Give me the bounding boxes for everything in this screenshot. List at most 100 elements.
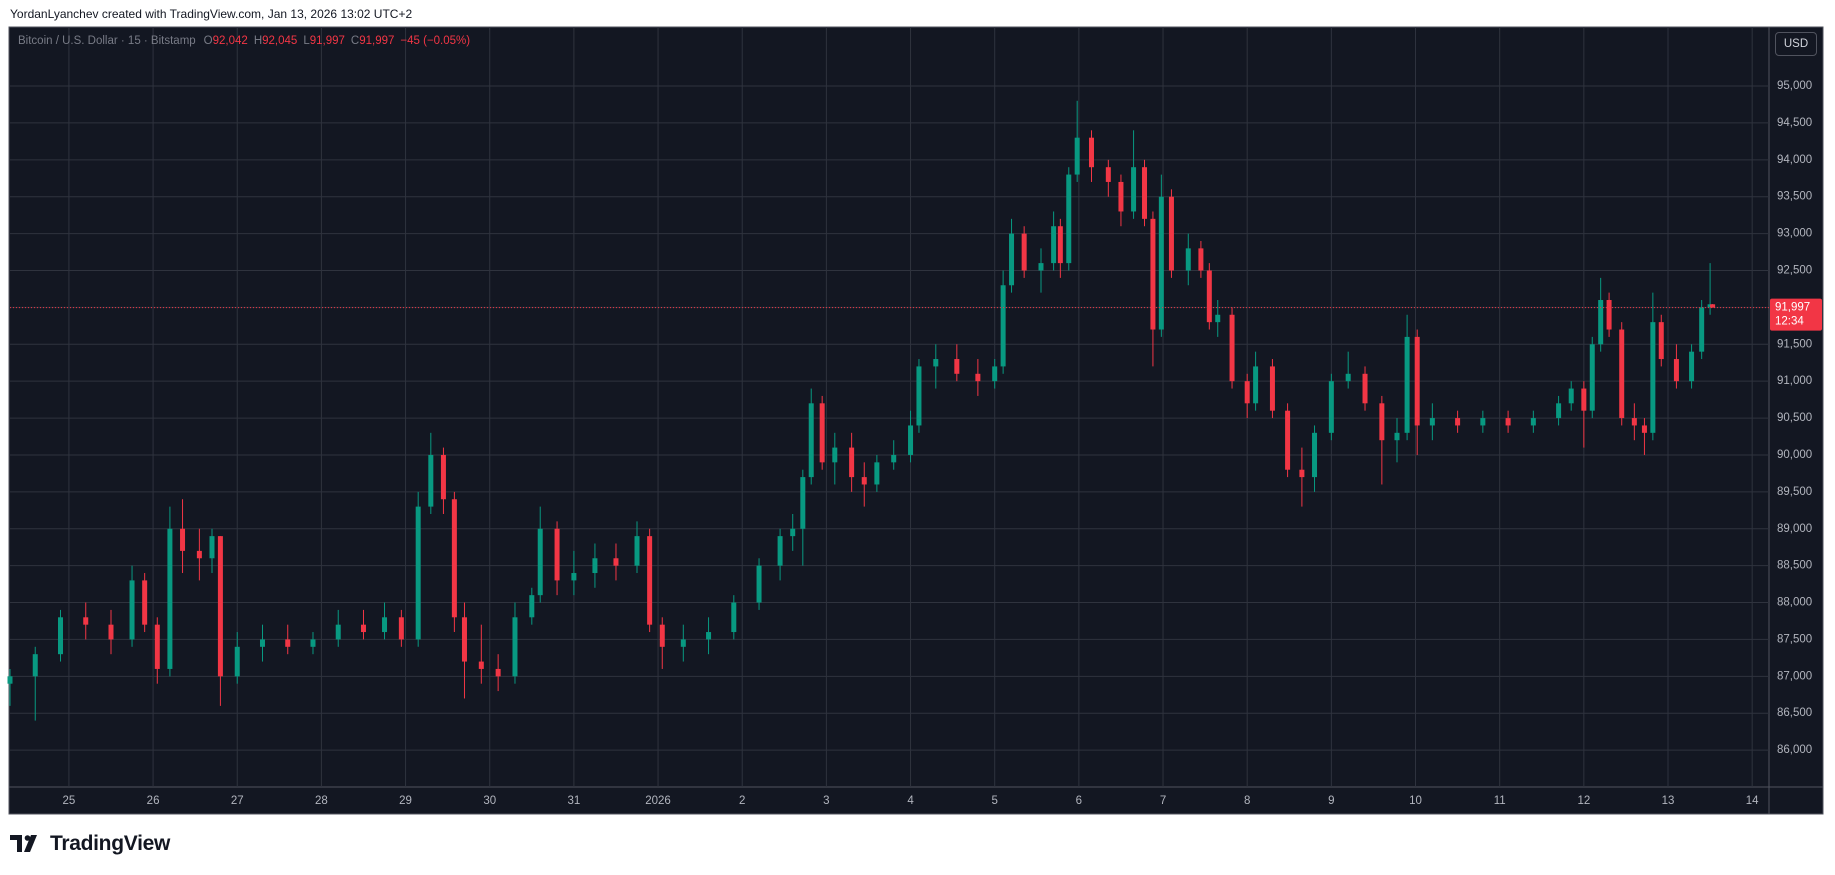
attribution: YordanLyanchev created with TradingView.…: [10, 7, 413, 21]
candle-body: [1455, 418, 1461, 426]
axis-labels: 25 26 27 28 29 30 31 2026 2 3 4 5 6 7 8 9 10 11 12 13 14 86,0…: [63, 80, 1822, 807]
x-tick-label: 27: [231, 795, 244, 807]
candle-body: [891, 454, 897, 463]
candle-body: [1131, 167, 1137, 212]
candle-body: [1051, 226, 1057, 264]
candle-body: [1105, 167, 1111, 182]
x-tick-label: 8: [1244, 795, 1250, 807]
legend-value: 92,042: [212, 35, 248, 47]
candle-body: [209, 536, 215, 559]
candle-body: [832, 447, 838, 463]
candle-body: [1345, 373, 1351, 382]
last-price-label: 91,997: [1775, 302, 1810, 314]
y-tick-label: 89,000: [1777, 523, 1812, 535]
candle-body: [1650, 322, 1656, 433]
y-tick-label: 88,000: [1777, 597, 1812, 609]
chart-panel: [8, 26, 1824, 815]
candle-body: [57, 617, 63, 655]
candle-body: [108, 624, 114, 640]
candle-body: [1021, 233, 1027, 271]
candle-body: [1009, 233, 1015, 286]
x-tick-label: 3: [823, 795, 829, 807]
candle-body: [777, 536, 783, 566]
candle-body: [1568, 388, 1574, 404]
candle-body: [731, 602, 737, 633]
candle-body: [1631, 418, 1637, 426]
candle-body: [1362, 373, 1368, 404]
candle-body: [1589, 344, 1595, 411]
x-tick-label: 26: [147, 795, 160, 807]
candle-body: [259, 639, 265, 647]
x-tick-label: 9: [1328, 795, 1334, 807]
y-tick-label: 86,000: [1777, 744, 1812, 756]
x-tick-label: 29: [399, 795, 412, 807]
candle-body: [1206, 270, 1212, 323]
candle-body: [1000, 285, 1006, 367]
candle-body: [415, 506, 421, 640]
candle-body: [1394, 432, 1400, 441]
candle-body: [1505, 418, 1511, 426]
candle-body: [1581, 388, 1587, 411]
candle-body: [1269, 366, 1275, 411]
candle-body: [1038, 263, 1044, 271]
candle-body: [451, 499, 457, 618]
candle-body: [634, 536, 640, 566]
legend-key: C: [350, 35, 360, 47]
x-tick-label: 28: [315, 795, 328, 807]
candle-body: [335, 624, 341, 640]
logo: [10, 835, 37, 852]
x-tick-label: 13: [1662, 795, 1675, 807]
candle-body: [1689, 351, 1695, 382]
countdown: 12:34: [1775, 316, 1804, 328]
x-tick-label: 5: [992, 795, 998, 807]
candle-body: [647, 536, 653, 625]
candle-body: [180, 528, 186, 551]
candle-body: [808, 403, 814, 478]
candle-body: [1707, 304, 1713, 308]
candle-body: [1414, 336, 1420, 426]
x-tick-label: 7: [1160, 795, 1166, 807]
candle-body: [1673, 359, 1679, 382]
candles: [7, 100, 1769, 721]
candle-body: [196, 550, 202, 559]
candle-body: [975, 373, 981, 382]
x-tick-label: 12: [1577, 795, 1590, 807]
y-tick-label: 87,500: [1777, 633, 1812, 645]
x-tick-label: 31: [567, 795, 580, 807]
candle-body: [7, 676, 13, 684]
currency-button[interactable]: USD: [1775, 32, 1817, 56]
footer: TradingView: [10, 832, 170, 856]
candle-body: [1198, 248, 1204, 271]
candle-body: [933, 359, 939, 367]
candle-body: [537, 528, 543, 596]
legend-change: −45 (−0.05%): [400, 35, 471, 47]
candle-body: [1598, 300, 1604, 345]
candle-body: [800, 477, 806, 529]
candle-body: [495, 668, 501, 677]
candle-body: [310, 639, 316, 647]
candle-body: [1158, 196, 1164, 330]
candle-body: [32, 654, 38, 677]
legend-key: O: [203, 35, 213, 47]
candle-body: [1312, 432, 1318, 478]
candle-body: [908, 425, 914, 455]
brand: TradingView: [50, 832, 171, 855]
y-tick-label: 88,500: [1777, 560, 1812, 572]
candle-body: [1285, 410, 1291, 470]
candle-body: [756, 565, 762, 603]
x-tick-label: 2026: [645, 795, 671, 807]
candle-body: [461, 617, 467, 662]
candle-body: [706, 632, 712, 640]
legend-value: 91,997: [309, 35, 345, 47]
candle-body: [1229, 314, 1235, 382]
candle-body: [154, 624, 160, 669]
candle-body: [398, 617, 404, 640]
candle-body: [571, 573, 577, 581]
last-price-box: [1770, 298, 1822, 331]
candle-body: [478, 661, 484, 669]
candle-body: [1088, 137, 1094, 168]
candle-body: [1299, 469, 1305, 478]
y-tick-label: 86,500: [1777, 707, 1812, 719]
